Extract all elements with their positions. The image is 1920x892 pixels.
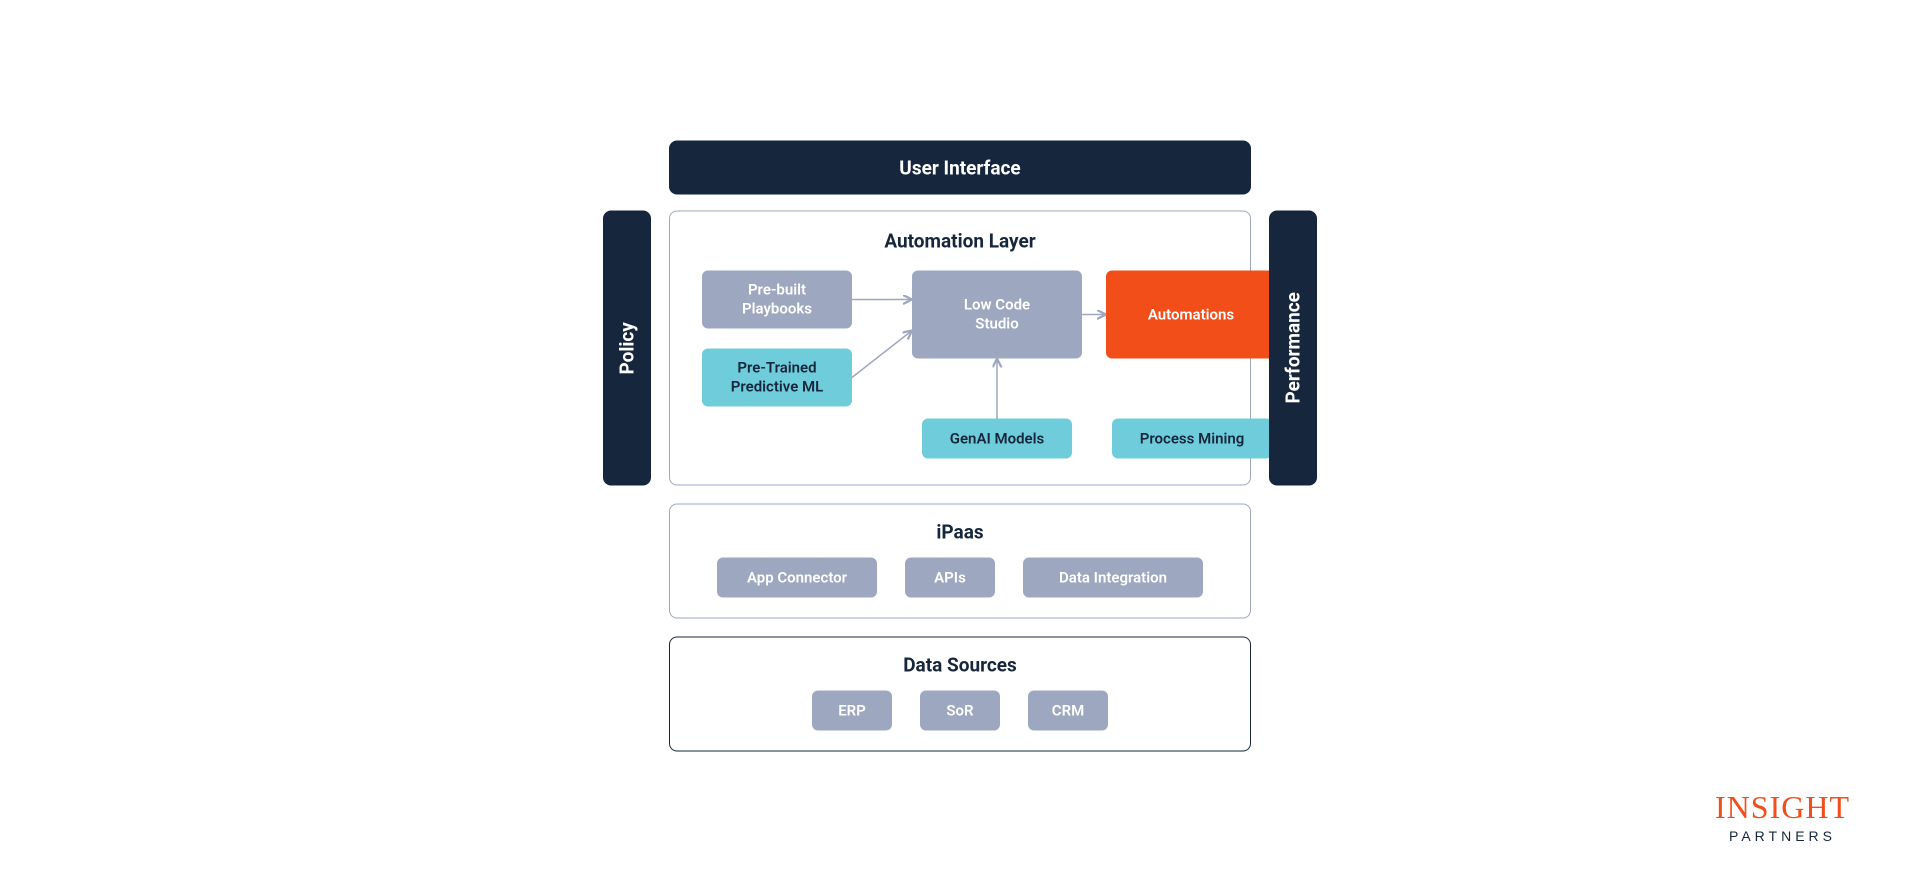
logo-bottom-text: PARTNERS <box>1715 828 1850 844</box>
node-ml: Pre-Trained Predictive ML <box>702 349 852 407</box>
ipaas-item-1: APIs <box>905 558 995 598</box>
ipaas-item-0: App Connector <box>717 558 877 598</box>
insight-partners-logo: INSIGHT PARTNERS <box>1715 789 1850 844</box>
node-genai: GenAI Models <box>922 419 1072 459</box>
policy-label: Policy <box>616 322 639 374</box>
data-sources-row: ERP SoR CRM <box>692 691 1228 731</box>
policy-bar: Policy <box>603 211 651 486</box>
node-playbooks: Pre-built Playbooks <box>702 271 852 329</box>
node-mining: Process Mining <box>1112 419 1272 459</box>
ipaas-item-2: Data Integration <box>1023 558 1203 598</box>
automation-layer-title: Automation Layer <box>692 230 1228 253</box>
user-interface-label: User Interface <box>899 156 1020 179</box>
ipaas-title: iPaas <box>692 521 1228 544</box>
ipaas-row: App Connector APIs Data Integration <box>692 558 1228 598</box>
automation-body: Pre-built PlaybooksLow Code StudioAutoma… <box>692 271 1228 463</box>
ipaas-panel: iPaas App Connector APIs Data Integration <box>669 504 1251 619</box>
performance-bar: Performance <box>1269 211 1317 486</box>
node-automations: Automations <box>1106 271 1276 359</box>
user-interface-bar: User Interface <box>669 141 1251 195</box>
datasource-item-1: SoR <box>920 691 1000 731</box>
architecture-diagram: User Interface Policy Automation Layer P… <box>580 141 1340 752</box>
logo-top-text: INSIGHT <box>1715 789 1850 826</box>
mid-row: Policy Automation Layer Pre-built Playbo… <box>580 211 1340 486</box>
automation-layer-panel: Automation Layer Pre-built Playbooks Low … <box>669 211 1251 486</box>
data-sources-title: Data Sources <box>692 654 1228 677</box>
datasource-item-2: CRM <box>1028 691 1108 731</box>
node-studio: Low Code Studio <box>912 271 1082 359</box>
performance-label: Performance <box>1282 292 1305 403</box>
datasource-item-0: ERP <box>812 691 892 731</box>
data-sources-panel: Data Sources ERP SoR CRM <box>669 637 1251 752</box>
